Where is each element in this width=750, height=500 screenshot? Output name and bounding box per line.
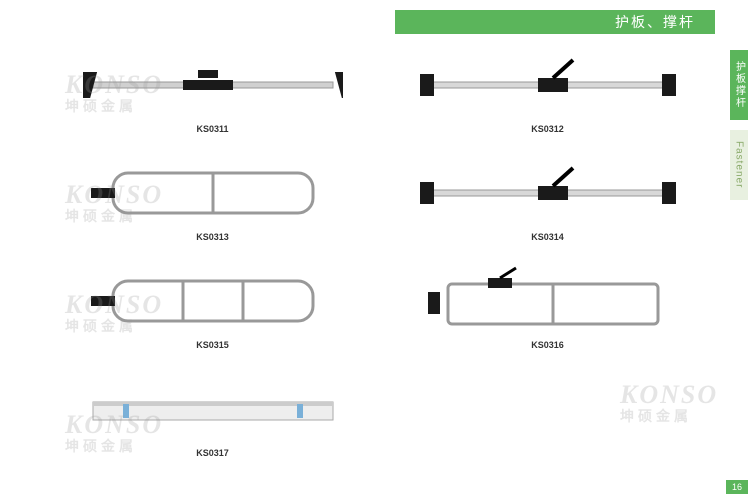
product-code: KS0316	[531, 340, 564, 350]
product-image	[418, 266, 678, 336]
product-image	[83, 266, 343, 336]
product-code: KS0317	[196, 448, 229, 458]
product-ks0312: KS0312	[395, 50, 700, 150]
product-grid: KS0311 KS0312 KS0313 KS0314	[60, 50, 700, 474]
product-ks0314: KS0314	[395, 158, 700, 258]
page-number: 16	[726, 480, 748, 494]
product-code: KS0312	[531, 124, 564, 134]
product-code: KS0315	[196, 340, 229, 350]
product-ks0311: KS0311	[60, 50, 365, 150]
product-ks0315: KS0315	[60, 266, 365, 366]
side-tab-cn: 护板撑杆	[730, 50, 748, 120]
product-image	[83, 158, 343, 228]
product-code: KS0313	[196, 232, 229, 242]
product-image	[83, 50, 343, 120]
product-ks0316: KS0316	[395, 266, 700, 366]
product-code: KS0311	[196, 124, 228, 134]
product-image	[418, 158, 678, 228]
product-ks0313: KS0313	[60, 158, 365, 258]
product-code: KS0314	[531, 232, 564, 242]
product-image	[418, 50, 678, 120]
product-ks0317: KS0317	[60, 374, 365, 474]
side-tab-en: Fastener	[730, 130, 748, 200]
product-image	[83, 374, 343, 444]
header-bar: 护板、撑杆	[395, 10, 715, 34]
header-title: 护板、撑杆	[615, 12, 695, 32]
